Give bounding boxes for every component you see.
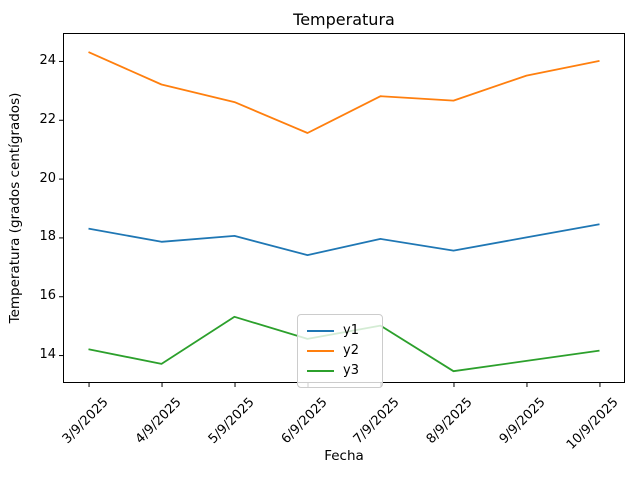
legend-label: y1 <box>343 323 359 338</box>
series-line-y1 <box>88 223 600 257</box>
legend-entry-y3: y3 <box>307 361 373 381</box>
x-axis-label: Fecha <box>324 448 364 464</box>
y-tick-label: 16 <box>39 288 56 304</box>
series-line-y2 <box>88 51 600 134</box>
legend-line-swatch <box>307 370 334 372</box>
y-tick-label: 18 <box>39 229 56 245</box>
legend-label: y3 <box>343 363 359 378</box>
y-tick-label: 14 <box>39 347 56 363</box>
y-tick-label: 22 <box>39 111 56 127</box>
legend-entry-y2: y2 <box>307 341 373 361</box>
chart-title: Temperatura <box>293 10 395 29</box>
y-tick-label: 20 <box>39 170 56 186</box>
y-tick-label: 24 <box>39 52 56 68</box>
legend-entry-y1: y1 <box>307 321 373 341</box>
legend-line-swatch <box>307 330 334 332</box>
legend-line-swatch <box>307 350 334 352</box>
legend: y1 y2 y3 <box>297 314 383 388</box>
legend-label: y2 <box>343 343 359 358</box>
